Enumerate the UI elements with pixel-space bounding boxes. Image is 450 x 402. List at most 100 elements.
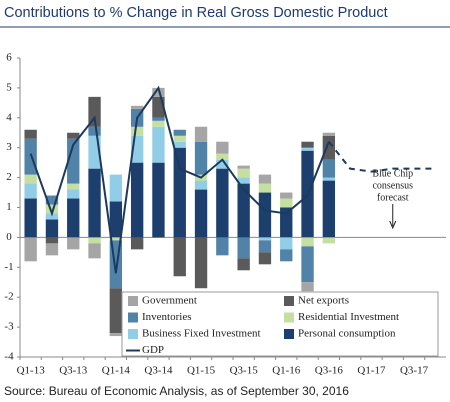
bar-segment [194,180,208,190]
legend-swatch [284,329,294,339]
bar-segment [237,237,250,259]
bar-segment [67,237,80,250]
bar-segment [280,192,293,199]
y-tick-label: -1 [4,261,13,273]
bar-segment [45,237,59,244]
y-tick-label: 5 [6,81,12,93]
bar-segment [88,168,101,238]
bar-segment [45,219,59,238]
bar-segment [216,168,229,238]
y-tick-label: 4 [6,111,12,123]
bar-segment [109,288,123,334]
legend-swatch [128,312,138,323]
bar-segment [322,159,336,178]
annotation: forecast [377,192,409,203]
bar-segment [237,258,250,271]
bar-segment [322,132,336,136]
x-tick-label: Q3-17 [400,365,429,377]
y-tick-label: 3 [6,141,12,153]
bar-segment [173,237,186,277]
bar-segment [24,237,37,262]
bar-segment [258,237,272,241]
bar-segment [280,237,293,250]
bar-segment [216,159,229,169]
legend-label: Government [142,295,197,307]
x-tick-label: Q3-15 [230,365,259,377]
legend-box [121,291,439,357]
bar-segment [88,126,101,136]
bar-segment [301,246,314,283]
legend-swatch [128,329,138,339]
bar-segment [194,141,208,175]
bar-segment [173,147,186,238]
bar-segment [130,126,144,136]
bar-segment [109,201,123,238]
bar-segment [322,237,336,244]
x-tick-label: Q1-13 [17,365,46,377]
y-tick-label: 1 [6,201,12,213]
bar-segment [237,165,250,169]
bar-segment [194,237,208,289]
bar-segment [301,282,314,292]
bar-segment [24,183,37,199]
gdp-line [29,85,330,274]
x-tick-label: Q1-17 [357,365,386,377]
bar-segment [152,87,165,97]
bar-segment [173,135,186,142]
bar-segment [258,252,272,265]
legend-label: GDP [142,344,164,356]
bar-segment [258,183,272,193]
source-note: Source: Bureau of Economic Analysis, as … [4,384,349,398]
x-tick-label: Q3-13 [59,365,88,377]
bar-segment [301,147,314,151]
bar-segment [45,243,59,256]
y-tick-label: 0 [6,231,12,243]
bar-segment [301,141,314,148]
y-tick-label: 6 [6,52,12,64]
bar-segment [67,183,80,190]
bar-segment [24,138,37,175]
annotation: Blue Chip [372,168,413,179]
bar-segment [258,192,272,238]
bar-segment [45,213,59,220]
chart-title: Contributions to % Change in Real Gross … [4,5,388,21]
bar-segment [109,333,123,337]
bar-segment [216,237,229,256]
y-tick-label: -3 [4,321,14,333]
bar-segment [67,198,80,238]
bar-segment [88,237,101,244]
y-tick-label: 2 [6,171,12,183]
bar-segment [130,237,144,250]
bar-segment [194,126,208,142]
annotation: consensus [372,180,413,191]
forecast-line [328,141,436,173]
bar-segment [194,189,208,238]
bar-segment [109,174,123,202]
bar-segment [88,96,101,127]
bar-segment [280,207,293,238]
bar-segment [130,162,144,238]
bar-segment [130,105,144,109]
x-tick-label: Q3-14 [144,365,173,377]
legend-swatch [284,312,294,323]
bar-segment [24,198,37,238]
bar-segment [24,129,37,139]
bar-segment [152,126,165,163]
legend-label: Personal consumption [298,328,396,340]
x-tick-label: Q1-14 [102,365,131,377]
bar-segment [88,243,101,259]
bar-segment [301,237,314,247]
bar-segment [45,204,59,214]
bar-segment [67,132,80,139]
legend: Government Net exports Inventories Resident… [121,291,439,357]
bar-segment [24,174,37,184]
legend-swatch [284,296,294,306]
bar-segment [45,195,59,205]
bar-segment [173,129,186,136]
bar-segment [152,120,165,127]
x-tick-label: Q1-15 [187,365,216,377]
y-tick-label: -4 [4,351,14,363]
bar-segment [280,198,293,208]
bar-segment [322,177,336,181]
bar-segment [67,189,80,199]
